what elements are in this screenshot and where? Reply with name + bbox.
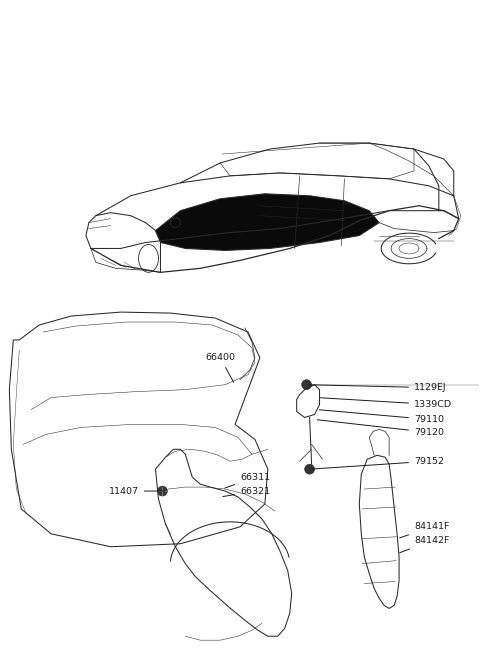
Circle shape [305,464,314,474]
Text: 66311: 66311 [225,472,270,488]
Text: 84141F: 84141F [400,522,449,538]
Text: 66400: 66400 [205,354,235,382]
Text: 84142F: 84142F [400,536,449,553]
Text: 79152: 79152 [312,457,444,469]
Text: 79120: 79120 [317,420,444,437]
Text: 1129EJ: 1129EJ [310,383,446,392]
Text: 1339CD: 1339CD [320,398,452,409]
Circle shape [301,380,312,390]
Circle shape [157,486,168,496]
Polygon shape [156,194,379,251]
Text: 66321: 66321 [223,487,270,497]
Text: 11407: 11407 [109,487,165,495]
Text: 79110: 79110 [319,410,444,424]
